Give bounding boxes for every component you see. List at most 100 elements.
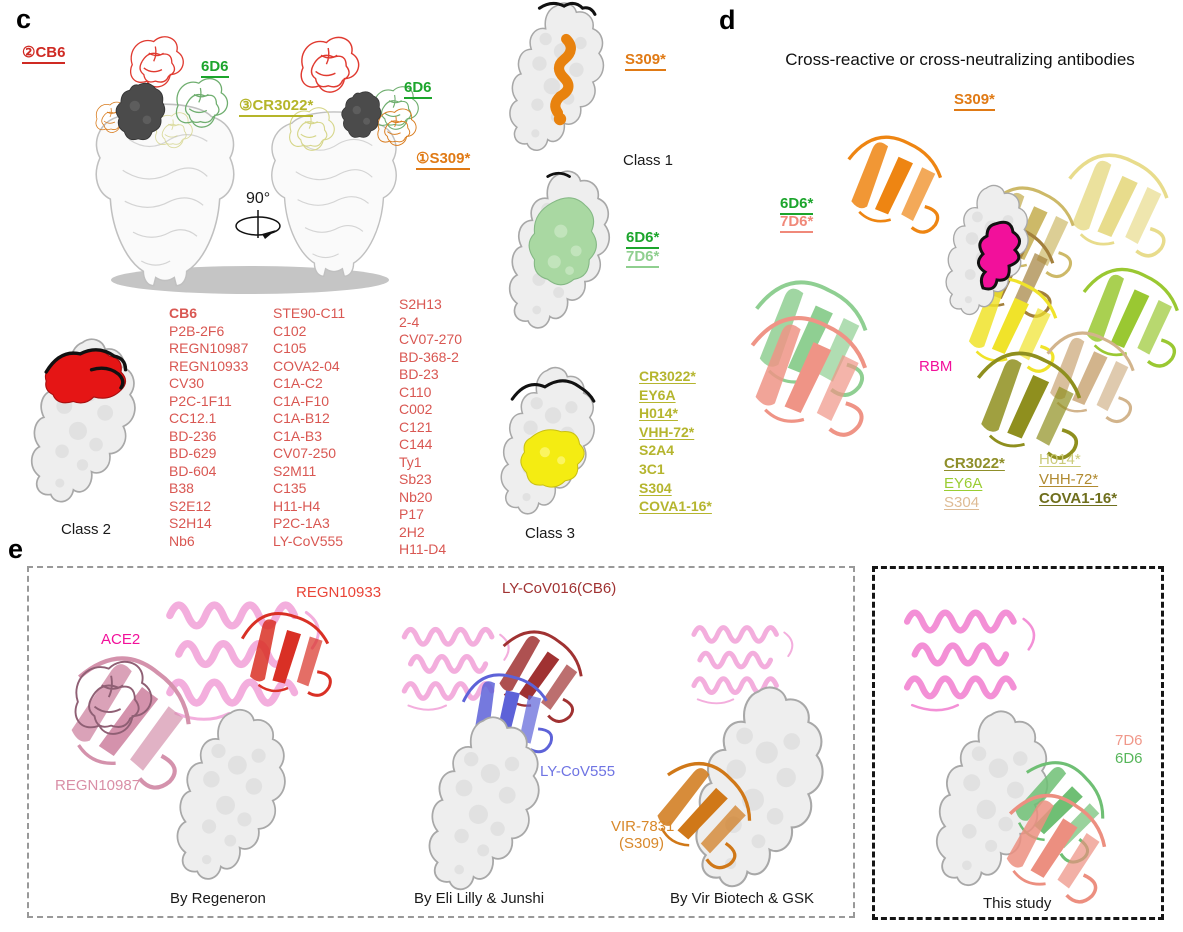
antibody-name: P2C-1F11	[169, 392, 232, 409]
caption-vir: By Vir Biotech & GSK	[670, 890, 814, 907]
antibody-name: CV07-270	[399, 331, 463, 347]
label-regn10933: REGN10933	[296, 584, 382, 601]
panel-d-letter: d	[719, 5, 736, 35]
rbd-class3-epitope-structure	[500, 356, 596, 530]
label-regn10987: REGN10987	[55, 777, 141, 794]
antibody-name: P17	[399, 506, 424, 522]
label-class3: Class 3	[525, 525, 576, 542]
label-rbm: RBM	[919, 358, 953, 375]
7d6-antibody-structure-this-study	[952, 766, 1154, 917]
label-class1-s309: S309*	[625, 52, 666, 71]
antibody-name: Sb23	[399, 471, 432, 487]
antibody-name: REGN10933	[169, 357, 249, 374]
antibody-name: Ty1	[399, 453, 422, 470]
rotation-axis-icon	[235, 210, 281, 239]
label-d-7d6: 7D6*	[780, 214, 814, 233]
rotation-angle-label: 90°	[246, 190, 271, 207]
label-7d6-epitope: 7D6*	[626, 249, 660, 268]
antibody-name: VHH-72*	[1039, 470, 1099, 488]
antibody-name: S2M11	[273, 462, 317, 479]
antibody-name: H014*	[1039, 451, 1081, 468]
antibody-name: S2A4	[639, 442, 675, 459]
antibody-name: CC12.1	[169, 410, 217, 426]
antibody-name: CR3022*	[944, 455, 1005, 472]
antibody-name: CV30	[169, 375, 205, 391]
antibody-name: COVA1-16*	[1039, 490, 1118, 507]
antibody-name: BD-604	[169, 462, 217, 479]
rbd-6d6-7d6-epitope-structure	[506, 170, 620, 334]
antibody-name: S2H13	[399, 296, 442, 312]
label-ly-cov016: LY-CoV016(CB6)	[502, 580, 617, 597]
antibody-name: C1A-B12	[273, 410, 330, 426]
caption-regeneron: By Regeneron	[170, 890, 266, 907]
antibody-name: BD-23	[399, 366, 439, 382]
antibody-name: CR3022*	[639, 368, 696, 384]
antibody-name: CB6	[169, 305, 198, 321]
label-d-6d6: 6D6*	[780, 196, 814, 215]
label-6d6-epitope: 6D6*	[626, 230, 660, 249]
regn10987-antibody-wireframe	[66, 652, 161, 747]
label-6d6-left: 6D6	[201, 59, 229, 78]
antibody-name: C110	[399, 383, 432, 400]
antibody-name: P2B-2F6	[169, 322, 225, 339]
antibody-name: CV07-250	[273, 445, 337, 461]
panel-d-title: Cross-reactive or cross-neutralizing ant…	[785, 50, 1135, 69]
label-s309: ①S309*	[416, 151, 471, 170]
antibody-name: 2H2	[399, 523, 425, 540]
this-study-box	[872, 566, 1164, 920]
rbd-dark-surface-view2	[340, 84, 382, 146]
rbd-surface-lilly	[428, 716, 548, 896]
antibody-name: C135	[273, 480, 307, 496]
antibody-name: H014*	[639, 405, 678, 422]
6d6-antibody-wireframe-view1	[168, 72, 236, 136]
rbd-class1-epitope-structure	[504, 1, 616, 156]
antibody-name: C1A-C2	[273, 375, 323, 391]
antibody-name: S304	[944, 494, 980, 511]
label-vir7831-line1: VIR-7831	[611, 818, 675, 835]
label-ace2: ACE2	[101, 631, 141, 648]
antibody-name: Nb20	[399, 488, 433, 505]
antibody-name: H11-D4	[399, 541, 447, 557]
therapeutic-antibodies-box	[27, 566, 855, 918]
antibody-name: BD-629	[169, 445, 217, 461]
antibody-name: LY-CoV555	[273, 532, 344, 549]
class3-antibody-list: CR3022* EY6A H014* VHH-72* S2A4 3C1 S304 COVA1-…	[639, 367, 712, 516]
antibody-name: C002	[399, 401, 433, 417]
antibody-name: H11-H4	[273, 497, 321, 514]
antibody-name: EY6A	[639, 386, 676, 403]
label-class2: Class 2	[61, 521, 112, 538]
caption-this-study: This study	[983, 895, 1052, 912]
antibody-name: 2-4	[399, 313, 420, 330]
antibody-name: C102	[273, 322, 307, 339]
antibody-name: COVA2-04	[273, 357, 340, 374]
class2-antibody-list-col3: S2H13 2-4 CV07-270 BD-368-2 BD-23 C110 C002 C12…	[399, 296, 462, 559]
label-cr3022: ③CR3022*	[239, 98, 314, 117]
antibody-name: S2E12	[169, 497, 212, 514]
antibody-name: C105	[273, 340, 307, 356]
antibody-name: REGN10987	[169, 340, 249, 356]
antibody-name: C1A-B3	[273, 427, 323, 444]
label-d-s309: S309*	[954, 92, 995, 111]
rbm-magenta-patch	[977, 220, 1021, 291]
antibody-name: C121	[399, 418, 433, 435]
cross-reactive-list-left: CR3022* EY6A S304	[944, 454, 1005, 513]
antibody-name: B38	[169, 480, 194, 496]
antibody-name: COVA1-16*	[639, 498, 712, 515]
panel-c-letter: c	[16, 4, 32, 34]
antibody-name: BD-236	[169, 427, 217, 444]
rbd-class2-epitope-structure	[26, 338, 148, 508]
antibody-name: 3C1	[639, 460, 665, 477]
label-vir7831-line2: (S309)	[619, 835, 665, 852]
antibody-name: P2C-1A3	[273, 515, 330, 531]
antibody-name: VHH-72*	[639, 423, 695, 440]
label-6d6-right: 6D6	[404, 80, 432, 99]
antibody-name: Nb6	[169, 532, 195, 549]
rbd-surface-regeneron	[176, 703, 294, 891]
cross-reactive-list-right: H014* VHH-72* COVA1-16*	[1039, 450, 1117, 509]
label-cb6: ②CB6	[22, 45, 66, 64]
label-ly-cov555: LY-CoV555	[540, 763, 616, 780]
label-study-6d6: 6D6	[1115, 750, 1143, 767]
antibody-name: S2H14	[169, 515, 212, 531]
panel-e-letter: e	[8, 534, 24, 564]
